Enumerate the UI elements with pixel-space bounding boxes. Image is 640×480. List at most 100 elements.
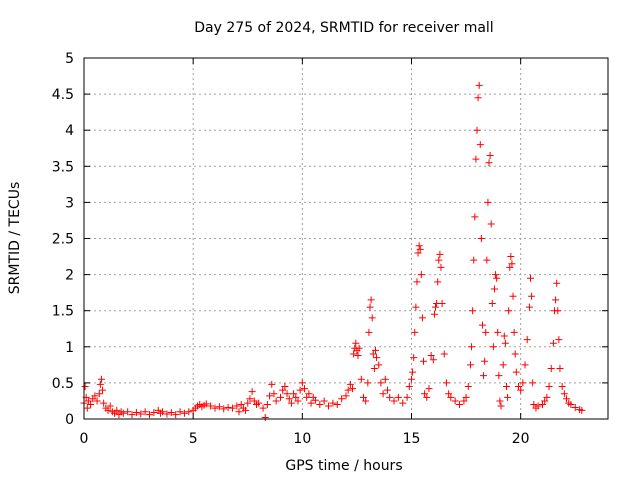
grid-layer [84,58,608,419]
data-point [484,198,492,206]
data-point [355,344,363,352]
data-point [504,393,512,401]
data-point [482,328,490,336]
data-point [411,328,419,336]
data-point [364,379,372,387]
data-point [517,386,525,394]
data-point [496,397,504,405]
data-point [436,250,444,258]
data-point [99,386,107,394]
data-point [435,256,443,264]
data-point [248,388,256,396]
data-point [150,409,158,417]
data-point [462,393,470,401]
data-point [277,393,284,401]
data-point [555,336,563,344]
data-point [553,279,561,287]
data-point [176,408,184,416]
data-point [541,397,549,405]
data-point [261,414,269,422]
data-point [124,408,132,416]
data-point [475,81,483,89]
data-point [552,296,560,304]
data-point [438,299,446,307]
data-point [489,343,497,351]
y-tick-label: 1.5 [52,304,74,320]
data-point [451,397,459,405]
data-point [413,278,421,286]
data-point [437,263,445,271]
data-point [493,274,501,282]
data-point [296,386,304,394]
data-point [255,399,263,407]
data-point [159,408,167,416]
x-tick-label: 0 [80,431,89,447]
data-point [311,396,319,404]
data-point [554,307,562,315]
data-point [367,296,375,304]
data-point [357,375,365,383]
data-point [346,380,354,388]
data-point [409,368,417,376]
data-point [417,271,425,279]
data-point [298,379,306,387]
data-point [478,321,486,329]
data-point [487,220,495,228]
data-point [369,350,377,358]
y-tick-label: 0 [65,412,74,428]
data-point [412,303,420,311]
data-point [350,350,358,358]
data-point [250,397,258,405]
data-point [270,390,278,398]
x-tick-labels: 0 5 10 15 20 [80,431,530,447]
data-point [381,375,389,383]
data-point [84,397,92,405]
data-point [523,336,531,344]
data-point [474,94,482,102]
data-point [539,401,546,409]
data-point [460,397,468,405]
data-point [445,390,453,398]
data-point [246,395,254,403]
data-point [440,350,448,358]
data-point [100,399,108,407]
data-point [464,383,472,391]
data-point [425,385,433,393]
data-point [563,395,571,403]
data-point [529,379,537,387]
data-point [224,403,232,411]
data-point [344,386,352,394]
y-tick-label: 3.5 [52,159,74,175]
data-point [416,245,424,253]
x-tick-label: 20 [512,431,530,447]
data-point [390,397,398,405]
data-point [560,390,568,398]
data-point [167,409,175,417]
data-point [202,400,210,408]
data-point [362,397,370,405]
data-point [242,406,250,414]
y-tick-label: 5 [65,51,74,67]
data-point [571,403,579,411]
data-point [434,278,442,286]
data-point [180,409,188,417]
data-point [469,307,477,315]
data-point [488,299,496,307]
data-point [211,404,219,412]
data-point [316,401,324,409]
data-point [185,408,193,416]
data-point [119,409,127,417]
data-point [495,372,503,380]
data-point [530,401,538,409]
data-point [146,411,153,419]
data-point [207,402,215,410]
data-point [87,401,95,409]
data-point [528,292,536,300]
data-point [325,402,333,410]
data-point [476,141,484,149]
data-point [525,303,533,311]
data-point [502,383,510,391]
data-point [263,401,271,409]
data-point [342,392,350,400]
